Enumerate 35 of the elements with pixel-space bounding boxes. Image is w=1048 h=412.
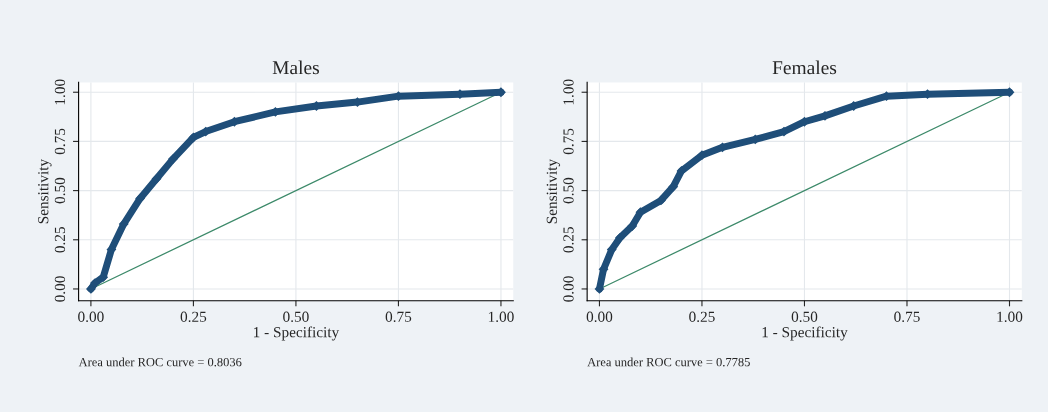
text: Area under ROC curve = 0.8036: [78, 357, 242, 367]
x-axis-title: 1 - Specificity: [254, 326, 340, 341]
y-tick-label: 0.25: [563, 227, 574, 253]
x-axis-title: 1 - Specificity: [762, 326, 848, 341]
point: [615, 232, 625, 243]
point: [627, 221, 638, 231]
chart-title: Females: [772, 60, 837, 75]
x-tick-label: 0.75: [385, 311, 412, 322]
y-tick-label: 0.75: [563, 128, 574, 155]
x-tick-label: 0.50: [283, 311, 309, 322]
text: Area under ROC curve = 0.7785: [587, 357, 750, 367]
x-tick-label: 0.25: [689, 311, 715, 322]
y-tick-label: 0.00: [54, 276, 66, 302]
x-tick-label: 0.75: [894, 311, 920, 322]
x-tick-label: 1.00: [488, 311, 514, 322]
x-tick-label: 0.00: [586, 311, 613, 322]
chart-title: Males: [272, 60, 319, 75]
y-tick-label: 1.00: [54, 79, 66, 105]
y-tick-label: 0.75: [54, 128, 66, 155]
y-tick-label: 0.25: [54, 227, 66, 253]
y-tick-label: 0.50: [54, 177, 66, 204]
x-tick-label: 0.00: [78, 311, 104, 322]
y-tick-label: 1.00: [563, 79, 574, 105]
y-tick-label: 0.50: [563, 177, 574, 204]
x-tick-label: 0.25: [180, 311, 207, 322]
point: [135, 193, 146, 204]
y-axis-title: Sensitivity: [38, 158, 52, 224]
point: [656, 195, 666, 206]
y-axis-title: Sensitivity: [546, 158, 561, 224]
x-tick-label: 0.50: [791, 311, 818, 322]
point: [85, 284, 96, 294]
x-tick-label: 1.00: [997, 311, 1023, 322]
point: [151, 173, 162, 184]
y-tick-label: 0.00: [563, 276, 574, 302]
point: [168, 154, 178, 165]
